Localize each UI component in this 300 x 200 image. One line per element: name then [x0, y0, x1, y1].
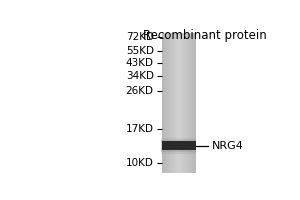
Bar [172, 33, 173, 173]
Bar [183, 33, 184, 173]
Bar [180, 33, 181, 173]
Bar [161, 138, 196, 154]
Bar [172, 33, 173, 173]
Bar [180, 33, 181, 173]
Bar [167, 33, 168, 173]
Text: 34KD: 34KD [126, 71, 154, 81]
Bar [189, 33, 190, 173]
Bar [163, 33, 164, 173]
Bar [195, 33, 196, 173]
Text: 10KD: 10KD [126, 158, 154, 168]
Bar [176, 33, 177, 173]
Bar [165, 33, 166, 173]
Bar [181, 33, 182, 173]
Bar [182, 33, 183, 173]
Bar [161, 140, 196, 152]
Bar [162, 33, 196, 173]
Bar [175, 33, 176, 173]
Bar [188, 33, 189, 173]
Bar [166, 33, 167, 173]
Bar [194, 33, 195, 173]
Text: Recombinant protein: Recombinant protein [143, 29, 267, 42]
Bar [177, 33, 178, 173]
Bar [170, 33, 171, 173]
Bar [168, 33, 169, 173]
Bar [193, 33, 194, 173]
Bar [173, 33, 174, 173]
Bar [169, 33, 170, 173]
Bar [176, 33, 177, 173]
Bar [174, 33, 175, 173]
Text: 26KD: 26KD [126, 86, 154, 96]
Bar [182, 33, 183, 173]
Bar [171, 33, 172, 173]
Bar [195, 33, 196, 173]
Bar [192, 33, 193, 173]
Bar [164, 33, 165, 173]
Text: 43KD: 43KD [126, 58, 154, 68]
Bar [184, 33, 185, 173]
Bar [162, 141, 196, 150]
Bar [175, 33, 176, 173]
Text: 17KD: 17KD [126, 124, 154, 134]
Bar [177, 33, 178, 173]
Bar [190, 33, 191, 173]
Text: 55KD: 55KD [126, 46, 154, 56]
Bar [179, 33, 180, 173]
Bar [184, 33, 185, 173]
Bar [174, 33, 175, 173]
Bar [171, 33, 172, 173]
Bar [185, 33, 186, 173]
Text: 72KD: 72KD [126, 32, 154, 42]
Bar [193, 33, 194, 173]
Text: NRG4: NRG4 [212, 141, 244, 151]
Bar [178, 33, 179, 173]
Bar [170, 33, 171, 173]
Bar [162, 33, 163, 173]
Bar [186, 33, 187, 173]
Bar [179, 33, 180, 173]
Bar [194, 33, 195, 173]
Bar [187, 33, 188, 173]
Bar [191, 33, 192, 173]
Bar [178, 33, 179, 173]
Bar [173, 33, 174, 173]
Bar [192, 33, 193, 173]
Bar [168, 33, 169, 173]
